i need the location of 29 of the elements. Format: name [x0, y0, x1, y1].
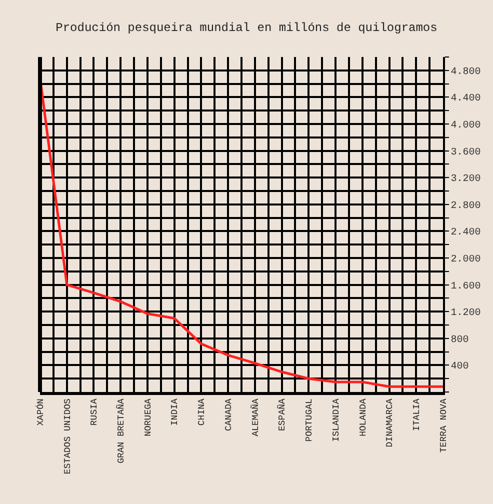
x-tick-label: INDIA — [170, 398, 180, 426]
y-tick-label: 3.600 — [450, 147, 481, 158]
y-tick-label: 2.800 — [450, 200, 481, 212]
y-tick-label: 2.400 — [450, 228, 481, 239]
x-tick-label: ISLANDIA — [331, 398, 342, 442]
x-tick-label: RUSIA — [90, 398, 100, 426]
x-tick-label: CANADA — [224, 398, 234, 432]
y-tick-label: 4.400 — [450, 94, 481, 105]
x-tick-label: ALEMAÑA — [250, 398, 261, 436]
y-tick-label: 400 — [450, 362, 469, 373]
x-tick-label: DINAMARCA — [385, 398, 396, 448]
x-tick-label: GRAN BRETAÑA — [116, 398, 127, 464]
y-tick-label: 4.800 — [450, 66, 481, 78]
y-tick-label: 1.600 — [450, 281, 481, 292]
y-tick-label: 2.000 — [450, 254, 481, 266]
x-tick-label: PORTUGAL — [304, 398, 315, 442]
y-tick-label: 1.200 — [450, 308, 481, 320]
x-tick-label: ESPAÑA — [276, 398, 288, 432]
x-tick-label: ITALIA — [412, 398, 422, 432]
x-tick-label: TERRA NOVA — [438, 398, 449, 453]
x-tick-label: XAPÓN — [34, 398, 46, 426]
x-tick-label: ESTADOS UNIDOS — [62, 398, 73, 474]
chart-title: Produción pesqueira mundial en millóns de quilogramos — [56, 21, 438, 36]
x-tick-label: CHINA — [197, 398, 208, 426]
y-tick-label: 4.000 — [450, 120, 481, 132]
x-tick-label: HOLANDA — [358, 398, 368, 436]
x-tick-label: NORUEGA — [143, 398, 154, 436]
y-tick-label: 3.200 — [450, 174, 481, 186]
y-tick-label: 800 — [450, 334, 469, 346]
